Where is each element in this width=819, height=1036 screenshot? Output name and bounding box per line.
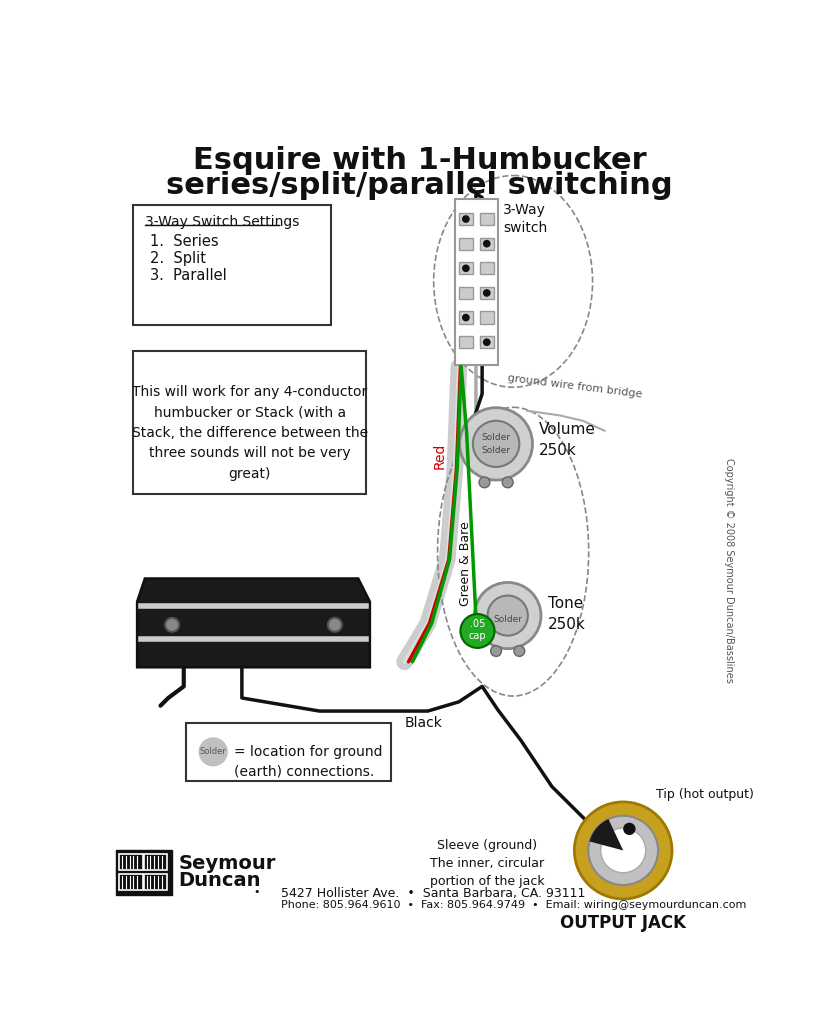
Bar — [480, 212, 494, 225]
Text: = location for ground
(earth) connections.: = location for ground (earth) connection… — [234, 745, 382, 778]
Bar — [459, 287, 473, 299]
Bar — [480, 287, 494, 299]
Text: 5427 Hollister Ave.  •  Santa Barbara, CA. 93111: 5427 Hollister Ave. • Santa Barbara, CA.… — [281, 887, 585, 899]
Bar — [116, 851, 172, 895]
Text: Seymour: Seymour — [179, 855, 276, 873]
Circle shape — [574, 802, 672, 899]
Circle shape — [623, 823, 636, 835]
Wedge shape — [590, 819, 623, 851]
Text: 3-Way
switch: 3-Way switch — [503, 203, 547, 235]
Text: 3.  Parallel: 3. Parallel — [151, 267, 227, 283]
FancyBboxPatch shape — [186, 723, 391, 781]
FancyBboxPatch shape — [133, 351, 366, 494]
Bar — [480, 336, 494, 348]
Text: OUTPUT JACK: OUTPUT JACK — [560, 915, 686, 932]
Text: Duncan: Duncan — [179, 871, 260, 890]
Bar — [459, 336, 473, 348]
Text: Solder: Solder — [200, 747, 227, 756]
Text: 3-Way Switch Settings: 3-Way Switch Settings — [145, 215, 300, 229]
Text: Phone: 805.964.9610  •  Fax: 805.964.9749  •  Email: wiring@seymourduncan.com: Phone: 805.964.9610 • Fax: 805.964.9749 … — [281, 900, 746, 911]
Text: Tone
250k: Tone 250k — [548, 596, 586, 632]
Text: Tip (hot output): Tip (hot output) — [656, 788, 753, 802]
Circle shape — [588, 815, 658, 885]
Text: .05
cap: .05 cap — [468, 620, 486, 641]
Circle shape — [328, 617, 342, 632]
Text: •: • — [254, 887, 260, 896]
Circle shape — [462, 264, 470, 272]
Text: Black: Black — [405, 716, 443, 730]
Circle shape — [199, 738, 227, 766]
Circle shape — [459, 408, 532, 480]
Circle shape — [462, 215, 470, 223]
Bar — [459, 212, 473, 225]
Circle shape — [514, 645, 525, 657]
Text: Solder: Solder — [493, 615, 523, 624]
Circle shape — [483, 239, 491, 248]
Text: This will work for any 4-conductor
humbucker or Stack (with a
Stack, the differe: This will work for any 4-conductor humbu… — [132, 384, 368, 481]
Text: Green & Bare: Green & Bare — [459, 521, 472, 606]
Circle shape — [487, 596, 528, 636]
Text: 2.  Split: 2. Split — [151, 251, 206, 265]
Circle shape — [483, 339, 491, 346]
Circle shape — [460, 614, 495, 648]
Text: Sleeve (ground)
The inner, circular
portion of the jack: Sleeve (ground) The inner, circular port… — [430, 839, 545, 888]
Bar — [480, 237, 494, 250]
Circle shape — [462, 314, 470, 321]
Circle shape — [474, 582, 541, 649]
Circle shape — [479, 477, 490, 488]
Bar — [480, 262, 494, 275]
Text: Copyright © 2008 Seymour Duncan/Basslines: Copyright © 2008 Seymour Duncan/Bassline… — [723, 459, 734, 684]
Circle shape — [483, 289, 491, 296]
Text: series/split/parallel switching: series/split/parallel switching — [166, 171, 672, 200]
Text: Volume
250k: Volume 250k — [539, 422, 595, 458]
Text: Esquire with 1-Humbucker: Esquire with 1-Humbucker — [192, 146, 646, 175]
Circle shape — [600, 828, 645, 872]
Text: Solder: Solder — [482, 445, 510, 455]
Text: Solder: Solder — [482, 433, 510, 442]
Bar — [455, 199, 498, 365]
Bar — [459, 312, 473, 323]
Text: 1.  Series: 1. Series — [151, 234, 219, 249]
Text: ground wire from bridge: ground wire from bridge — [507, 374, 643, 400]
Circle shape — [491, 645, 501, 657]
Circle shape — [165, 617, 179, 632]
Bar — [459, 262, 473, 275]
Circle shape — [502, 477, 514, 488]
FancyBboxPatch shape — [133, 205, 331, 324]
Text: Red: Red — [432, 442, 446, 468]
Bar — [459, 237, 473, 250]
Circle shape — [473, 421, 519, 467]
Polygon shape — [138, 579, 369, 667]
Bar — [480, 312, 494, 323]
